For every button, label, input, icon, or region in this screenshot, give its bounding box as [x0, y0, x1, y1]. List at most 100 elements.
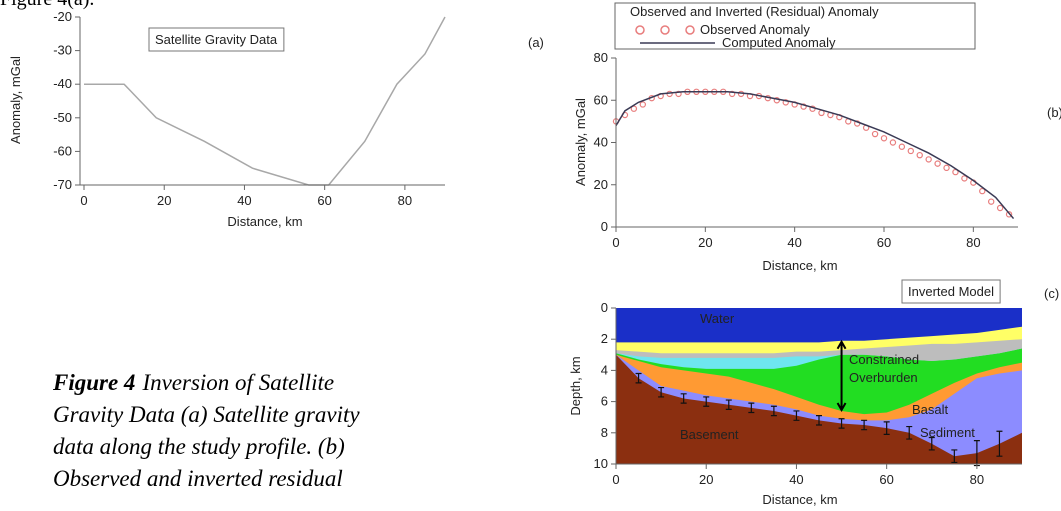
y-tick-label: 10	[594, 456, 608, 471]
annotation: Basalt	[912, 402, 949, 417]
chart-title: Satellite Gravity Data	[155, 32, 278, 47]
observed-point	[871, 130, 879, 138]
legend-box	[614, 2, 976, 50]
error-bar	[951, 449, 958, 464]
x-axis-label: Distance, km	[762, 258, 837, 273]
x-tick-label: 60	[317, 193, 331, 208]
panel-label: (c)	[1044, 286, 1059, 301]
x-tick-label: 60	[877, 235, 891, 250]
y-tick-label: -20	[53, 9, 72, 24]
x-axis-label: Distance, km	[762, 492, 837, 507]
chart-title: Inverted Model	[908, 284, 994, 299]
y-tick-label: -40	[53, 76, 72, 91]
error-bar	[680, 393, 687, 404]
error-bar	[658, 386, 665, 398]
title-box	[148, 27, 285, 52]
legend-label: Computed Anomaly	[722, 35, 836, 50]
y-axis-label: Anomaly, mGal	[573, 98, 588, 186]
legend-marker	[685, 25, 695, 35]
title-box	[901, 279, 1001, 304]
x-tick-label: 40	[787, 235, 801, 250]
error-bar	[703, 396, 710, 407]
x-tick-label: 20	[157, 193, 171, 208]
observed-point	[925, 156, 932, 163]
y-tick-label: 0	[601, 219, 608, 234]
x-tick-label: 80	[398, 193, 412, 208]
observed-point	[996, 204, 1004, 212]
annotation: Basement	[680, 427, 739, 442]
x-tick-label: 20	[698, 235, 712, 250]
caption-line: Observed and inverted residual	[53, 466, 343, 491]
annotation: Constrained	[849, 352, 919, 367]
observed-point	[728, 90, 736, 98]
panel-label: (a)	[528, 35, 544, 50]
error-bar	[861, 419, 868, 431]
chart-title: Observed and Inverted (Residual) Anomaly	[630, 4, 879, 19]
x-tick-label: 0	[80, 193, 87, 208]
y-tick-label: -60	[53, 143, 72, 158]
error-bar	[793, 410, 800, 421]
observed-point	[889, 139, 897, 146]
caption-label: Figure 4	[52, 370, 135, 395]
y-tick-label: 20	[594, 177, 608, 192]
x-tick-label: 40	[237, 193, 251, 208]
observed-point	[898, 143, 906, 150]
y-tick-label: 40	[594, 135, 608, 150]
y-axis-label: Anomaly, mGal	[8, 56, 23, 144]
error-bar	[928, 436, 935, 451]
top-text: Figure 4(a).	[0, 0, 94, 10]
annotation: Water	[700, 311, 735, 326]
y-tick-label: 6	[601, 394, 608, 409]
panel-label: (b)	[1047, 105, 1061, 120]
computed-line	[615, 91, 1015, 220]
observed-point	[916, 151, 923, 159]
y-tick-label: 60	[594, 92, 608, 107]
caption-text: Inversion of Satellite	[141, 370, 334, 395]
observed-point	[907, 147, 915, 155]
y-tick-label: -30	[53, 43, 72, 58]
error-bar	[748, 402, 755, 414]
observed-point	[988, 198, 995, 205]
observed-point	[934, 160, 941, 167]
error-bar	[725, 399, 732, 410]
legend-marker	[635, 25, 645, 35]
x-tick-label: 40	[789, 472, 803, 487]
observed-point	[961, 175, 968, 182]
error-bar	[838, 418, 845, 429]
y-tick-label: 4	[601, 362, 608, 377]
observed-point	[800, 103, 807, 110]
error-bar	[883, 421, 890, 435]
error-bar	[635, 372, 642, 384]
observed-point	[630, 105, 638, 112]
legend-label: Observed Anomaly	[700, 22, 810, 37]
error-bar	[996, 430, 1003, 457]
observed-point	[880, 135, 888, 142]
annotation: Sediment	[920, 425, 975, 440]
x-tick-label: 80	[970, 472, 984, 487]
observed-point	[979, 187, 986, 195]
error-bar	[770, 405, 777, 417]
x-tick-label: 0	[612, 235, 619, 250]
observed-point	[639, 101, 647, 108]
layer	[616, 308, 1022, 343]
x-tick-label: 80	[966, 235, 980, 250]
x-tick-label: 0	[612, 472, 619, 487]
y-tick-label: -70	[53, 177, 72, 192]
y-tick-label: 0	[601, 300, 608, 315]
x-tick-label: 20	[699, 472, 713, 487]
caption-line: data along the study profile. (b)	[53, 434, 345, 459]
y-tick-label: -50	[53, 110, 72, 125]
caption-line: Figure 4 Inversion of Satellite	[52, 370, 334, 395]
arrow	[836, 339, 847, 412]
y-tick-label: 8	[601, 425, 608, 440]
observed-point	[773, 97, 781, 104]
y-tick-label: 80	[594, 50, 608, 65]
y-tick-label: 2	[601, 331, 608, 346]
observed-point	[782, 99, 789, 106]
observed-point	[675, 90, 682, 98]
x-axis-label: Distance, km	[227, 214, 302, 229]
caption-line: Gravity Data (a) Satellite gravity	[53, 402, 360, 427]
observed-point	[943, 164, 950, 172]
